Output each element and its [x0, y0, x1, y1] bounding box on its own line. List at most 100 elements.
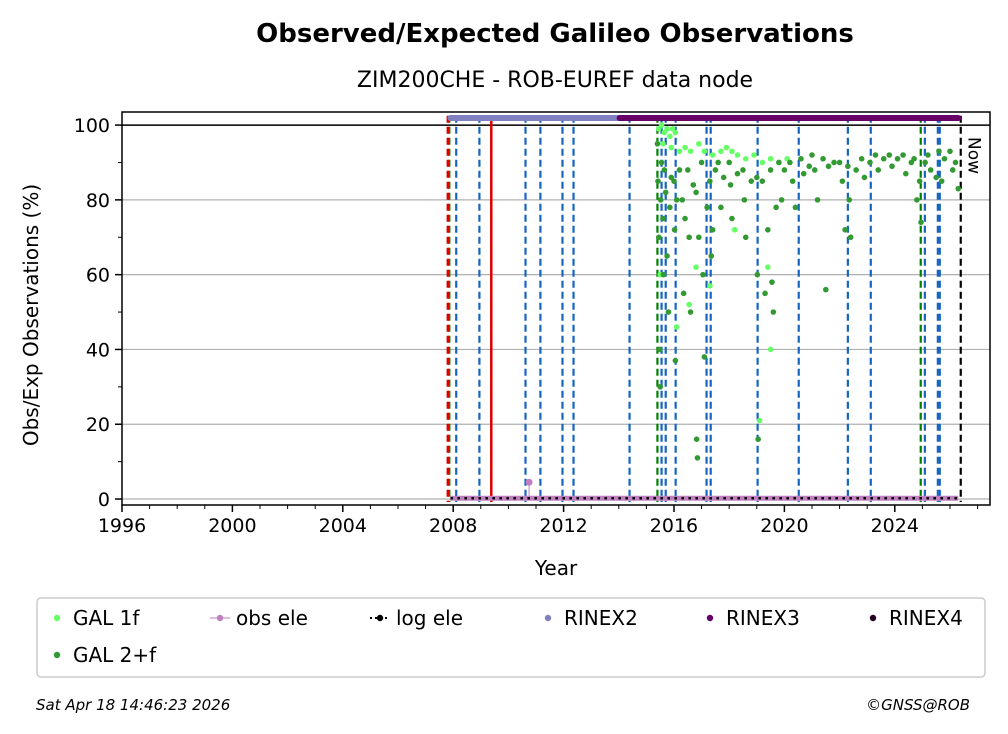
gal-2f-point: [762, 290, 768, 297]
gal-2f-point: [949, 167, 956, 173]
legend-marker: [869, 614, 877, 622]
gal-1f-point: [658, 122, 665, 128]
gal-2f-point: [657, 384, 663, 390]
gal-1f-point: [767, 346, 774, 353]
gal-2f-point: [729, 215, 735, 222]
gal-2f-point: [657, 197, 664, 203]
gal-2f-point: [853, 167, 859, 173]
gal-1f-point: [696, 140, 702, 147]
gal-2f-point: [839, 178, 846, 184]
gal-2f-point: [886, 152, 893, 158]
gal-2f-point: [740, 167, 746, 173]
gal-2f-point: [715, 159, 721, 166]
gal-2f-point: [734, 170, 741, 177]
chart-subtitle: ZIM200CHE - ROB-EUREF data node: [357, 68, 753, 93]
gal-2f-point: [875, 167, 882, 173]
gal-2f-point: [927, 167, 934, 173]
gal-2f-point: [686, 234, 692, 241]
x-tick-label: 1996: [98, 515, 146, 537]
gal-2f-point: [822, 286, 829, 293]
legend-marker: [544, 614, 552, 622]
x-tick-label: 2020: [760, 515, 808, 537]
footer-timestamp: Sat Apr 18 14:46:23 2026: [36, 696, 230, 714]
gal-2f-point: [820, 155, 826, 162]
x-tick-label: 2012: [539, 515, 587, 537]
gal-2f-point: [776, 159, 782, 166]
gal-2f-point: [684, 167, 691, 173]
legend: GAL 1f obs ele log ele RINEX2 RINEX3 RINEX4 GA…: [36, 597, 986, 678]
obs-ele-point: [525, 478, 533, 486]
chart-title: Observed/Expected Galileo Observations: [256, 19, 854, 49]
x-tick-label: 2016: [650, 515, 698, 537]
gal-2f-point: [955, 185, 962, 192]
gal-2f-point: [933, 174, 939, 181]
gal-2f-point: [673, 197, 680, 203]
gal-1f-point: [756, 417, 763, 424]
gal-2f-point: [846, 197, 853, 203]
gal-2f-point: [693, 436, 700, 442]
gal-1f-point: [742, 155, 749, 162]
gal-2f-point: [867, 159, 873, 166]
gal-2f-point: [753, 174, 760, 181]
gal-2f-point: [781, 167, 788, 173]
gal-2f-point: [880, 155, 887, 162]
gal-2f-point: [831, 159, 837, 166]
gal-1f-point: [687, 148, 694, 155]
gal-2f-point: [741, 197, 748, 203]
gal-1f-point: [765, 264, 771, 270]
gal-1f-point: [693, 264, 699, 270]
legend-marker: [216, 614, 224, 622]
legend-label: obs ele: [236, 606, 308, 630]
gal-1f-point: [673, 324, 680, 330]
y-tick-label: 60: [86, 265, 110, 287]
legend-label: RINEX2: [564, 606, 638, 630]
legend-marker: [376, 614, 384, 622]
gal-1f-point: [676, 148, 683, 155]
gal-2f-point: [806, 163, 813, 170]
gal-2f-point: [759, 178, 766, 184]
legend-label: RINEX4: [889, 606, 963, 630]
gal-2f-point: [708, 253, 715, 259]
gal-2f-point: [770, 309, 777, 315]
gal-2f-point: [941, 155, 948, 162]
gal-2f-point: [754, 271, 761, 278]
gal-2f-point: [654, 140, 661, 147]
gal-2f-point: [938, 178, 945, 184]
x-axis-label: Year: [534, 556, 578, 580]
gal-2f-point: [842, 226, 848, 233]
gal-2f-point: [765, 226, 771, 233]
x-tick-label: 2004: [319, 515, 367, 537]
gal-1f-point: [682, 144, 688, 151]
gal-2f-point: [726, 159, 732, 166]
y-tick-label: 0: [98, 489, 110, 511]
gal-2f-point: [914, 197, 920, 203]
gal-2f-point: [916, 178, 923, 184]
gal-2f-point: [792, 204, 799, 211]
gal-2f-point: [704, 204, 710, 211]
now-label: Now: [964, 137, 984, 174]
plot-area: 0 20 40 60 80 100 1996 2000 2004 2008 2012 2016 2020…: [74, 111, 991, 537]
gal-1f-point: [709, 152, 716, 158]
gal-1f-point: [718, 148, 724, 155]
gal-2f-point: [787, 159, 793, 166]
gal-2f-point: [778, 197, 785, 203]
gal-1f-point: [667, 133, 673, 140]
gal-2f-point: [825, 163, 832, 170]
gal-1f-point: [751, 152, 757, 158]
gal-2f-point: [773, 204, 779, 211]
gal-2f-point: [800, 170, 807, 177]
gal-2f-point: [700, 271, 706, 278]
y-tick-label: 20: [86, 414, 110, 436]
gal-2f-point: [665, 309, 672, 315]
gal-2f-point: [660, 215, 666, 222]
gal-2f-point: [925, 152, 931, 158]
gal-1f-point: [686, 301, 692, 308]
gal-1f-point: [660, 140, 666, 147]
gal-2f-point: [769, 279, 775, 285]
gal-2f-point: [889, 163, 895, 170]
gal-1f-point: [734, 152, 741, 158]
legend-label: RINEX3: [726, 606, 800, 630]
legend-label: GAL 2+f: [73, 643, 157, 667]
gal-2f-point: [936, 148, 942, 155]
